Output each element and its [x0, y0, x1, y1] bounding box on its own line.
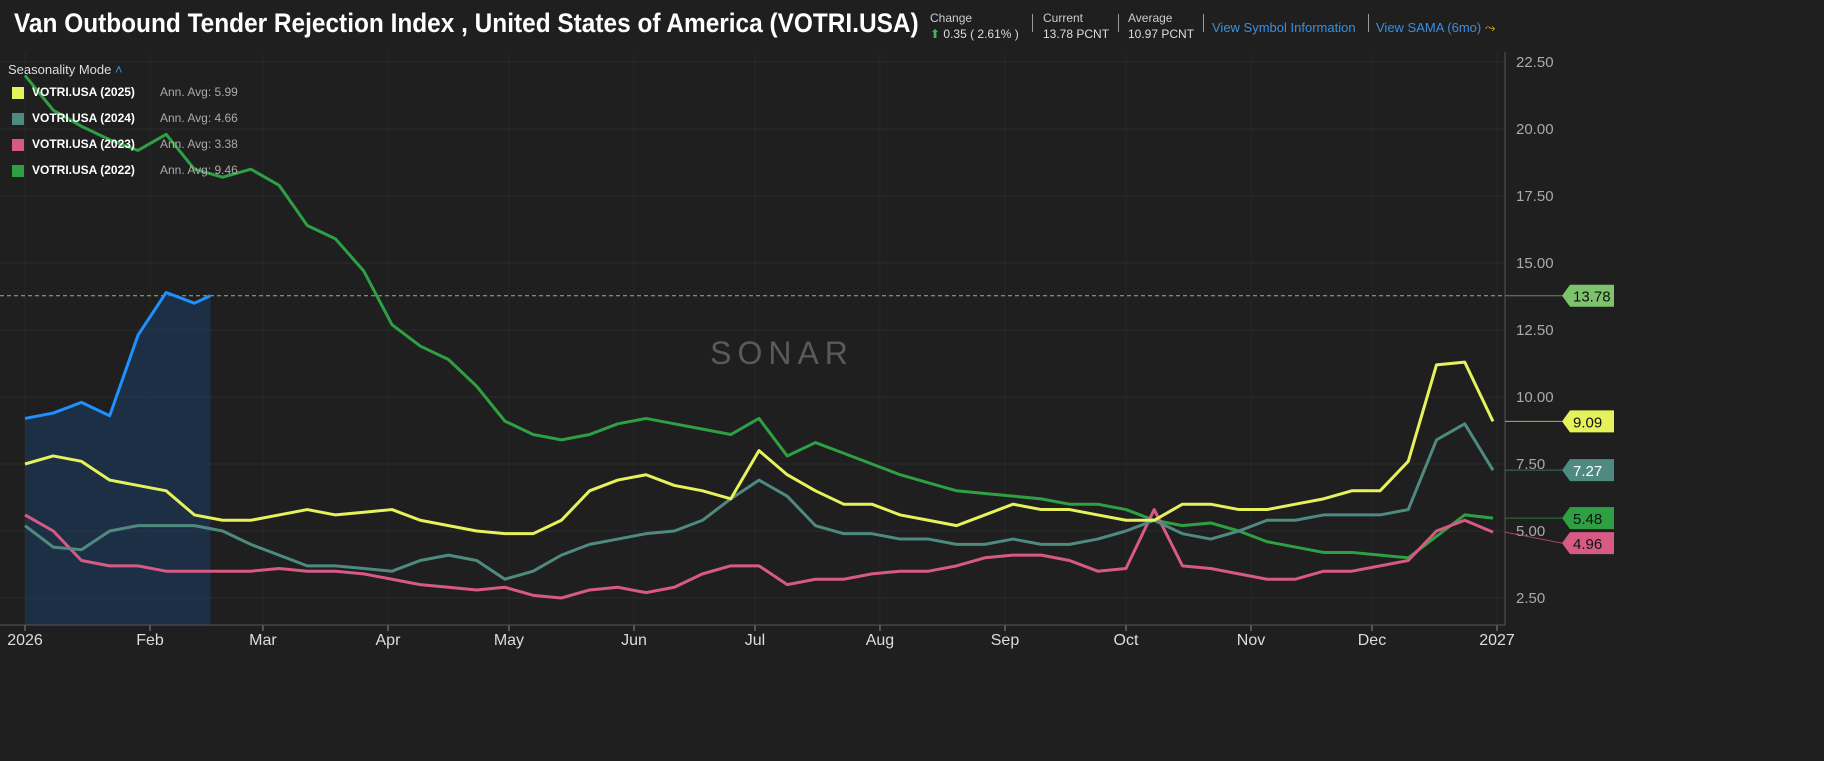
legend-series-name: VOTRI.USA (2024)	[32, 111, 135, 125]
x-tick-label: Jul	[745, 632, 765, 649]
x-tick-label: Oct	[1114, 632, 1139, 649]
legend-item[interactable]: VOTRI.USA (2025) Ann. Avg: 5.99	[8, 85, 238, 111]
x-axis: 2026 Feb Mar Apr May Jun Jul Aug Sep Oct Nov Dec 202…	[0, 624, 1515, 649]
value-badge-label: 5.48	[1573, 511, 1602, 528]
value-badge	[1562, 507, 1614, 530]
legend-swatch	[12, 165, 24, 177]
value-badge	[1562, 459, 1614, 482]
value-badge-label: 9.09	[1573, 414, 1602, 431]
legend-annual-avg: Ann. Avg: 9.46	[160, 163, 238, 177]
value-badges: 13.78 9.09 7.27 5.48 4.96	[1504, 284, 1614, 555]
divider	[1368, 14, 1369, 32]
legend-item[interactable]: VOTRI.USA (2024) Ann. Avg: 4.66	[8, 111, 238, 137]
current-value: 13.78 PCNT	[1043, 27, 1110, 41]
legend-item[interactable]: VOTRI.USA (2022) Ann. Avg: 9.46	[8, 163, 238, 189]
grid	[0, 52, 1824, 761]
x-tick-label: 2026	[7, 632, 43, 649]
legend-swatch	[12, 113, 24, 125]
y-tick-label: 7.50	[1516, 456, 1545, 473]
legend: Seasonality Mode ˄ VOTRI.USA (2025) Ann. …	[8, 62, 238, 189]
divider	[1118, 14, 1119, 32]
seasonality-mode-toggle[interactable]: Seasonality Mode ˄	[8, 62, 123, 77]
up-arrow-icon: ⬆	[930, 27, 941, 41]
change-value: 0.35 ( 2.61% )	[943, 27, 1019, 41]
x-tick-label: May	[494, 632, 524, 649]
y-tick-label: 20.00	[1516, 121, 1554, 138]
value-badge	[1562, 532, 1614, 555]
y-tick-label: 22.50	[1516, 54, 1554, 71]
current-label: Current	[1043, 11, 1084, 25]
value-badge-label: 13.78	[1573, 289, 1611, 306]
legend-annual-avg: Ann. Avg: 5.99	[160, 85, 238, 99]
y-tick-label: 15.00	[1516, 255, 1554, 272]
chart-title: Van Outbound Tender Rejection Index , Un…	[14, 8, 919, 38]
y-tick-label: 2.50	[1516, 590, 1545, 607]
current-stat: Current 13.78 PCNT	[1043, 10, 1109, 42]
chart-header: Van Outbound Tender Rejection Index , Un…	[0, 0, 1824, 54]
legend-series-name: VOTRI.USA (2025)	[32, 85, 135, 99]
value-badge-leader	[1504, 531, 1563, 544]
y-axis: 22.5020.0017.5015.0012.5010.007.505.002.…	[1504, 52, 1554, 625]
x-tick-label: Mar	[249, 632, 277, 649]
x-tick-label: Nov	[1237, 632, 1265, 649]
legend-series-name: VOTRI.USA (2022)	[32, 163, 135, 177]
value-badge	[1562, 284, 1614, 307]
average-label: Average	[1128, 11, 1173, 25]
x-tick-label: 2027	[1479, 632, 1515, 649]
x-tick-label: Dec	[1358, 632, 1386, 649]
current-year-area	[25, 292, 211, 625]
value-badge-label: 4.96	[1573, 536, 1602, 553]
change-label: Change	[930, 11, 973, 25]
legend-swatch	[12, 87, 24, 99]
value-badge	[1562, 410, 1614, 433]
divider	[1032, 14, 1033, 32]
current-year-fill	[25, 292, 211, 625]
sonar-watermark: SONAR	[710, 335, 854, 371]
sama-chart-icon: ⤳	[1484, 20, 1496, 35]
x-tick-label: Jun	[621, 632, 647, 649]
chevron-up-icon: ˄	[114, 62, 123, 77]
plot-background	[0, 52, 1824, 761]
average-value: 10.97 PCNT	[1128, 27, 1195, 41]
average-stat: Average 10.97 PCNT	[1128, 10, 1194, 42]
seasonality-chart: SONAR 22.50 20.00 17.50 15.00 12.50 10.00 7.50…	[0, 52, 1824, 761]
change-stat: Change ⬆ 0.35 ( 2.61% )	[930, 10, 1019, 42]
value-badge-label: 7.27	[1573, 463, 1602, 480]
y-tick-label: 12.50	[1516, 322, 1554, 339]
legend-annual-avg: Ann. Avg: 4.66	[160, 111, 238, 125]
view-sama-link[interactable]: View SAMA (6mo) ⤳	[1376, 20, 1496, 35]
x-tick-label: Apr	[376, 632, 402, 649]
view-symbol-info-link[interactable]: View Symbol Information	[1212, 20, 1356, 35]
divider	[1203, 14, 1204, 32]
legend-series-name: VOTRI.USA (2023)	[32, 137, 135, 151]
x-tick-label: Aug	[866, 632, 894, 649]
legend-item[interactable]: VOTRI.USA (2023) Ann. Avg: 3.38	[8, 137, 238, 163]
legend-annual-avg: Ann. Avg: 3.38	[160, 137, 238, 151]
series-lines	[23, 74, 1495, 600]
x-tick-label: Feb	[136, 632, 164, 649]
y-tick-label: 10.00	[1516, 389, 1554, 406]
y-tick-label: 17.50	[1516, 188, 1554, 205]
x-tick-label: Sep	[991, 632, 1020, 649]
series-line-votri-usa-2026-	[24, 290, 212, 420]
legend-swatch	[12, 139, 24, 151]
